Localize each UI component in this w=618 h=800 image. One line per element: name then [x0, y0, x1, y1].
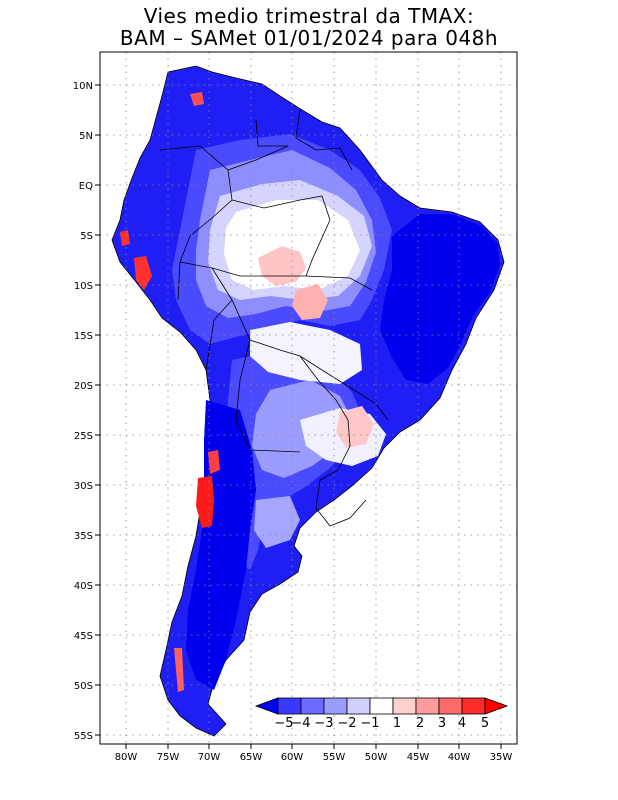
- lon-label: 70W: [198, 752, 221, 763]
- hot-bias-spot: [190, 92, 204, 106]
- longitude-axis: 80W 75W 70W 65W 60W 55W 50W 45W 40W 35W: [115, 744, 513, 763]
- lat-label: 30S: [74, 481, 93, 492]
- hot-bias-spot: [174, 648, 184, 692]
- colorbar-label: 4: [458, 716, 466, 731]
- colorbar-segment: [346, 697, 371, 715]
- map-gridlines: [100, 52, 517, 744]
- lon-label: 50W: [365, 752, 388, 763]
- lat-label: 10N: [73, 81, 93, 92]
- colorbar-label: 1: [393, 716, 401, 731]
- colorbar-label: 5: [481, 716, 489, 731]
- lat-label: 10S: [74, 281, 93, 292]
- lon-label: 80W: [115, 752, 138, 763]
- colorbar-label: −3: [314, 716, 333, 731]
- lon-label: 45W: [407, 752, 430, 763]
- lon-label: 35W: [490, 752, 513, 763]
- hot-bias-spot: [120, 230, 130, 246]
- neutral-bias-area: [224, 200, 360, 290]
- hot-bias-spot: [208, 450, 220, 474]
- lat-label: 5S: [80, 231, 93, 242]
- colorbar-right-arrow: [484, 697, 509, 715]
- neutral-bias-area: [250, 322, 362, 384]
- colorbar-label: 3: [438, 716, 446, 731]
- latitude-axis: 10N 5N EQ 5S 10S 15S 20S 25S 30S 35S 40S…: [73, 81, 100, 742]
- strong-cold-bias-area: [380, 214, 500, 384]
- colorbar-segment: [461, 697, 486, 715]
- lat-label: 25S: [74, 431, 93, 442]
- map-title-line2: BAM – SAMet 01/01/2024 para 048h: [119, 26, 499, 50]
- warm-bias-area: [292, 284, 328, 320]
- colorbar-label: −5: [274, 716, 293, 731]
- lat-label: 15S: [74, 331, 93, 342]
- lon-label: 65W: [240, 752, 263, 763]
- colorbar-segment: [369, 697, 394, 715]
- lat-label: 50S: [74, 681, 93, 692]
- lon-label: 75W: [157, 752, 180, 763]
- lon-label: 40W: [448, 752, 471, 763]
- lat-label: 45S: [74, 631, 93, 642]
- map-title-line1: Vies medio trimestral da TMAX:: [143, 4, 475, 28]
- lon-label: 55W: [323, 752, 346, 763]
- country-borders: [159, 109, 389, 527]
- hot-bias-spot: [134, 256, 152, 290]
- colorbar: −5 −4 −3 −2 −1 1 2 3 4 5: [254, 697, 509, 731]
- colorbar-segment: [277, 697, 302, 715]
- colorbar-label: 2: [416, 716, 424, 731]
- colorbar-segment: [392, 697, 417, 715]
- colorbar-label: −4: [291, 716, 310, 731]
- lat-label: 40S: [74, 581, 93, 592]
- colorbar-segment: [300, 697, 325, 715]
- lat-label: 20S: [74, 381, 93, 392]
- colorbar-label: −2: [337, 716, 356, 731]
- colorbar-segment: [438, 697, 463, 715]
- lat-label: 5N: [79, 131, 93, 142]
- hot-bias-spot: [196, 476, 214, 528]
- lat-label: 35S: [74, 531, 93, 542]
- lat-label: 55S: [74, 731, 93, 742]
- strong-cold-bias-area: [186, 400, 256, 690]
- lon-label: 60W: [281, 752, 304, 763]
- lat-label: EQ: [79, 181, 93, 192]
- colorbar-segment: [323, 697, 348, 715]
- colorbar-label: −1: [360, 716, 379, 731]
- bias-field: [111, 65, 505, 737]
- colorbar-segment: [415, 697, 440, 715]
- map-border: [99, 51, 518, 745]
